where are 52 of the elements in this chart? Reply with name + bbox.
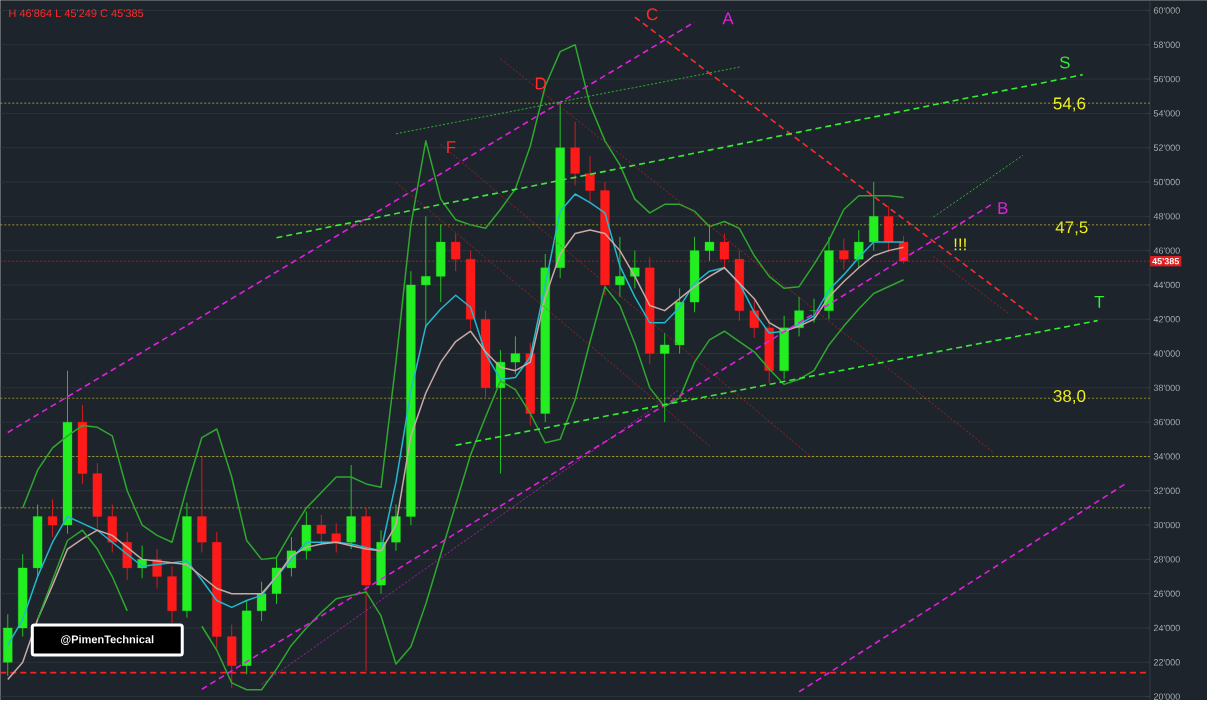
y-tick-label: 20'000 [1153,693,1180,700]
annotation: A [722,12,734,25]
y-tick-label: 22'000 [1153,659,1180,666]
candlestick [704,224,715,262]
y-tick-label: 28'000 [1153,556,1180,563]
y-tick-label: 30'000 [1153,521,1180,529]
annotation: S [1059,56,1070,69]
annotation: D [535,77,546,90]
line-series [933,154,1024,218]
y-tick-label: 48'000 [1153,213,1180,220]
candlestick [256,581,267,622]
annotation: T [1094,295,1105,308]
candlestick [585,155,595,203]
annotation: 38,0 [1053,389,1086,404]
candlestick [719,233,730,270]
candlestick [749,299,759,339]
y-tick-label: 54'000 [1153,110,1180,117]
annotation: B [998,202,1008,214]
candlestick [615,236,625,298]
y-tick-label: 36'000 [1153,418,1180,426]
y-tick-label: 40'000 [1153,350,1180,357]
candlestick [839,238,849,270]
y-tick-label: 42'000 [1153,316,1180,323]
annotation: 47,5 [1055,221,1088,236]
candlestick [316,514,326,546]
annotation: H 46'864 L 45'249 C 45'385 [9,9,144,18]
candlestick [854,229,864,269]
y-tick-label: 50'000 [1153,178,1180,186]
y-tick-label: 46'000 [1153,247,1180,254]
y-tick-label: 44'000 [1153,281,1180,289]
candlestick [451,233,461,272]
y-tick-label: 52'000 [1153,144,1180,151]
annotation: 54,6 [1053,97,1086,112]
y-tick-label: 34'000 [1153,453,1180,460]
y-tick-label: 58'000 [1153,41,1180,48]
candlestick [47,498,58,538]
y-tick-label: 56'000 [1153,75,1180,83]
line-series [933,255,1009,314]
y-tick-label: 24'000 [1153,624,1180,632]
annotation: F [447,141,456,153]
y-tick-label: 38'000 [1153,384,1180,391]
y-tick-label: 26'000 [1153,590,1180,597]
line-series [500,58,994,453]
annotation: C [646,8,658,21]
annotation: !!! [954,238,966,251]
candlestick [331,522,341,553]
ref-line-label: 45'385 [1152,257,1180,265]
candlestick [510,335,521,375]
y-tick-label: 32'000 [1153,487,1180,494]
candlestick [660,332,670,423]
annotation: @PimenTechnical [61,635,154,645]
y-tick-label: 60'000 [1153,7,1180,14]
